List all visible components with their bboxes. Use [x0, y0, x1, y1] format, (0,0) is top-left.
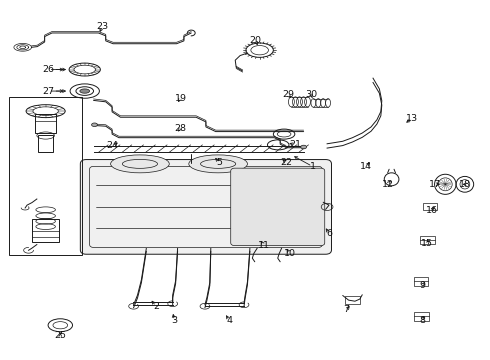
Text: 25: 25: [54, 332, 66, 341]
Ellipse shape: [301, 145, 307, 149]
Bar: [420, 236, 435, 244]
Text: 13: 13: [406, 114, 418, 123]
Bar: [38, 135, 53, 152]
Text: 30: 30: [305, 90, 317, 99]
Bar: [32, 219, 59, 242]
Text: 15: 15: [421, 239, 433, 248]
Text: 28: 28: [174, 123, 187, 132]
Bar: [414, 277, 428, 286]
Text: 14: 14: [360, 162, 372, 171]
FancyBboxPatch shape: [80, 159, 331, 254]
Text: 18: 18: [459, 180, 471, 189]
Text: 8: 8: [419, 316, 425, 325]
Ellipse shape: [92, 123, 98, 127]
Text: 20: 20: [250, 36, 262, 45]
Text: 26: 26: [43, 65, 54, 74]
Text: 21: 21: [289, 140, 301, 149]
Text: 27: 27: [43, 86, 54, 95]
Ellipse shape: [111, 155, 169, 173]
Bar: [414, 312, 429, 320]
Text: 19: 19: [174, 94, 187, 103]
Bar: [345, 296, 360, 304]
Text: 17: 17: [429, 180, 441, 189]
Bar: [35, 114, 56, 133]
Text: 1: 1: [309, 162, 316, 171]
Ellipse shape: [189, 155, 247, 173]
Text: 16: 16: [426, 206, 438, 215]
Text: 6: 6: [326, 229, 332, 238]
Text: 4: 4: [226, 316, 232, 325]
Text: 5: 5: [217, 158, 222, 167]
Text: 23: 23: [96, 22, 108, 31]
Text: 11: 11: [258, 241, 270, 250]
Text: 24: 24: [106, 141, 118, 150]
Text: 22: 22: [281, 158, 293, 167]
Text: 7: 7: [343, 305, 350, 314]
Text: 9: 9: [419, 281, 425, 290]
Text: 10: 10: [284, 249, 296, 258]
Bar: [9, 97, 82, 255]
FancyBboxPatch shape: [231, 168, 325, 246]
Text: 3: 3: [171, 316, 177, 325]
Ellipse shape: [80, 89, 90, 93]
Bar: [423, 203, 437, 211]
Text: 2: 2: [153, 302, 159, 311]
Text: 12: 12: [382, 180, 393, 189]
Text: 29: 29: [282, 90, 294, 99]
